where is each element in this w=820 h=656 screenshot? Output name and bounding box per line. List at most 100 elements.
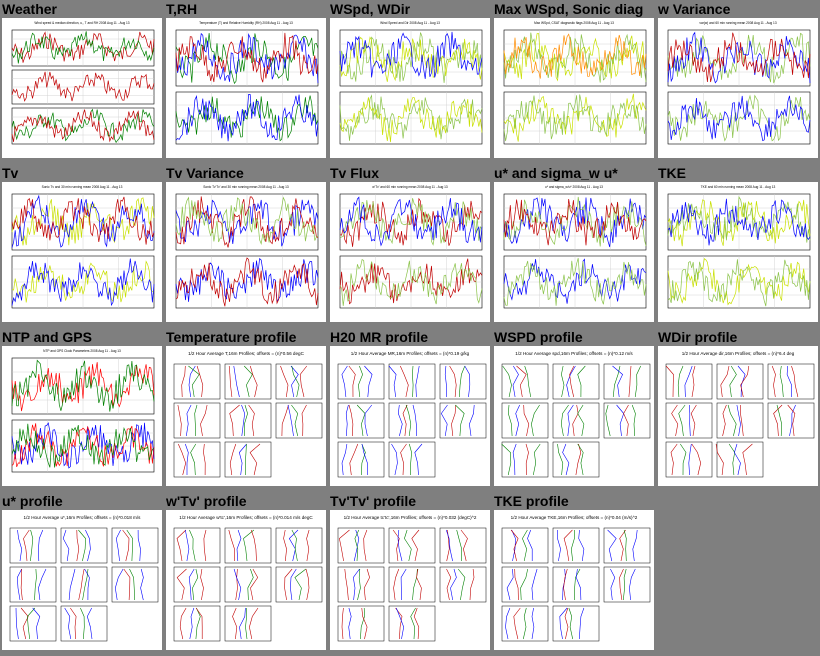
plot-subtitle: u* and sigma_w/u* 2008 Aug 11 - Aug 13 <box>545 185 603 189</box>
plot-image[interactable]: Temperature (T) and Relative Humidity (R… <box>166 18 326 158</box>
profile-panel <box>439 566 487 603</box>
profile-panel <box>501 605 549 642</box>
plot-title[interactable]: Tv'Tv' profile <box>330 493 417 509</box>
plot-thumbnail[interactable]: u* profile 1/2 Hour Average u*,16m Profil… <box>0 492 164 656</box>
plot-panel <box>503 91 647 145</box>
plot-title[interactable]: Tv Flux <box>330 165 380 181</box>
plot-image[interactable]: Wind speed & median direction, u,, T and… <box>2 18 162 158</box>
plot-image[interactable]: 1/2 Hour Average TKE,16m Profiles; offse… <box>494 510 654 650</box>
profile-panel <box>173 527 221 564</box>
plot-image[interactable]: Sonic Tv and 30 min running mean 2008 Au… <box>2 182 162 322</box>
plot-panel <box>503 29 647 87</box>
plot-title[interactable]: TKE <box>658 165 686 181</box>
plot-panel <box>175 255 319 309</box>
plot-image[interactable]: var(w) and 60 min running mean 2008 Aug … <box>658 18 818 158</box>
plot-subtitle: 1/2 Hour Average w'tc',16m Profiles; off… <box>179 515 313 520</box>
plot-panel <box>503 193 647 251</box>
plot-thumbnail[interactable]: Weather Wind speed & median direction, u,… <box>0 0 164 164</box>
profile-panel <box>337 441 385 478</box>
plot-thumbnail[interactable]: Tv Sonic Tv and 30 min running mean 2008 … <box>0 164 164 328</box>
plot-image[interactable]: w'Tv' and 60 min running mean 2008 Aug 1… <box>330 182 490 322</box>
plot-image[interactable]: u* and sigma_w/u* 2008 Aug 11 - Aug 13 <box>494 182 654 322</box>
profile-panel <box>173 363 221 400</box>
plot-image[interactable]: Max WSpd, CSAT diagnostic flags 2008 Aug… <box>494 18 654 158</box>
plot-title[interactable]: Max WSpd, Sonic diag <box>494 1 644 17</box>
plot-thumbnail[interactable]: WDir profile 1/2 Hour Average dir,16m Pro… <box>656 328 820 492</box>
profile-panel <box>603 363 651 400</box>
plot-image[interactable]: NTP and GPS Clock Parameters 2008 Aug 11… <box>2 346 162 486</box>
plot-image[interactable]: 1/2 Hour Average tc'tc',16m Profiles; of… <box>330 510 490 650</box>
plot-thumbnail[interactable]: T,RH Temperature (T) and Relative Humidit… <box>164 0 328 164</box>
plot-title[interactable]: u* and sigma_w u* <box>494 165 618 181</box>
plot-image[interactable]: 1/2 Hour Average u*,16m Profiles; offset… <box>2 510 162 650</box>
plot-panel <box>11 29 155 67</box>
profile-panel <box>337 402 385 439</box>
plot-thumbnail[interactable]: w'Tv' profile 1/2 Hour Average w'tc',16m … <box>164 492 328 656</box>
profile-panel <box>9 527 57 564</box>
plot-subtitle: Wind Speed and Dir 2008 Aug 11 - Aug 13 <box>380 21 440 25</box>
plot-title[interactable]: WSPD profile <box>494 329 583 345</box>
profile-panel <box>275 566 323 603</box>
plot-subtitle: w'Tv' and 60 min running mean 2008 Aug 1… <box>372 185 448 189</box>
plot-title[interactable]: Temperature profile <box>166 329 297 345</box>
plot-title[interactable]: Weather <box>2 1 57 17</box>
plot-thumbnail[interactable]: Max WSpd, Sonic diag Max WSpd, CSAT diagn… <box>492 0 656 164</box>
plot-title[interactable]: WSpd, WDir <box>330 1 411 17</box>
plot-subtitle: TKE and 60 min running mean 2008 Aug 11 … <box>701 185 776 189</box>
plot-thumbnail[interactable]: TKE profile 1/2 Hour Average TKE,16m Prof… <box>492 492 656 656</box>
plot-panel <box>667 91 811 145</box>
profile-panel <box>60 605 108 642</box>
profile-panel <box>173 441 221 478</box>
plot-image[interactable]: TKE and 60 min running mean 2008 Aug 11 … <box>658 182 818 322</box>
profile-panel <box>60 527 108 564</box>
plot-thumbnail[interactable]: H20 MR profile 1/2 Hour Average MR,16m Pr… <box>328 328 492 492</box>
plot-panel <box>667 193 811 251</box>
plot-panel <box>339 255 483 309</box>
plot-subtitle: 1/2 Hour Average tc'tc',16m Profiles; of… <box>344 515 477 520</box>
plot-thumbnail[interactable]: Tv'Tv' profile 1/2 Hour Average tc'tc',16… <box>328 492 492 656</box>
plot-title[interactable]: Tv <box>2 165 19 181</box>
plot-thumbnail[interactable]: u* and sigma_w u* u* and sigma_w/u* 2008 … <box>492 164 656 328</box>
plot-subtitle: 1/2 Hour Average T,16m Profiles; offsets… <box>188 351 304 356</box>
profile-panel <box>603 527 651 564</box>
plot-title[interactable]: w'Tv' profile <box>166 493 247 509</box>
plot-title[interactable]: WDir profile <box>658 329 738 345</box>
profile-panel <box>439 527 487 564</box>
plot-title[interactable]: T,RH <box>166 1 198 17</box>
plot-image[interactable]: 1/2 Hour Average spd,16m Profiles; offse… <box>494 346 654 486</box>
profile-panel <box>767 402 815 439</box>
plot-panel <box>175 29 319 87</box>
plot-title[interactable]: Tv Variance <box>166 165 244 181</box>
profile-panel <box>224 402 272 439</box>
plot-image[interactable]: 1/2 Hour Average dir,16m Profiles; offse… <box>658 346 818 486</box>
profile-panel <box>275 527 323 564</box>
profile-panel <box>9 605 57 642</box>
plot-image[interactable]: 1/2 Hour Average T,16m Profiles; offsets… <box>166 346 326 486</box>
plot-title[interactable]: NTP and GPS <box>2 329 92 345</box>
profile-panel <box>388 441 436 478</box>
plot-image[interactable]: Wind Speed and Dir 2008 Aug 11 - Aug 13 <box>330 18 490 158</box>
profile-panel <box>9 566 57 603</box>
plot-thumbnail[interactable]: WSPD profile 1/2 Hour Average spd,16m Pro… <box>492 328 656 492</box>
plot-subtitle: Wind speed & median direction, u,, T and… <box>34 21 129 25</box>
plot-thumbnail[interactable]: NTP and GPS NTP and GPS Clock Parameters … <box>0 328 164 492</box>
plot-thumbnail[interactable]: TKE TKE and 60 min running mean 2008 Aug … <box>656 164 820 328</box>
plot-thumbnail[interactable]: WSpd, WDir Wind Speed and Dir 2008 Aug 11… <box>328 0 492 164</box>
plot-title[interactable]: u* profile <box>2 493 63 509</box>
profile-panel <box>337 363 385 400</box>
plot-image[interactable]: 1/2 Hour Average MR,16m Profiles; offset… <box>330 346 490 486</box>
plot-thumbnail[interactable]: Tv Variance Sonic Tv'Tv' and 30 min runni… <box>164 164 328 328</box>
plot-subtitle: Max WSpd, CSAT diagnostic flags 2008 Aug… <box>534 21 614 25</box>
plot-thumbnail[interactable]: Temperature profile 1/2 Hour Average T,16… <box>164 328 328 492</box>
profile-panel <box>111 566 159 603</box>
profile-panel <box>767 363 815 400</box>
plot-thumbnail[interactable]: Tv Flux w'Tv' and 60 min running mean 200… <box>328 164 492 328</box>
profile-panel <box>552 402 600 439</box>
plot-title[interactable]: H20 MR profile <box>330 329 429 345</box>
plot-thumbnail[interactable]: w Variance var(w) and 60 min running mean… <box>656 0 820 164</box>
plot-image[interactable]: Sonic Tv'Tv' and 30 min running mean 200… <box>166 182 326 322</box>
plot-title[interactable]: w Variance <box>658 1 731 17</box>
plot-image[interactable]: 1/2 Hour Average w'tc',16m Profiles; off… <box>166 510 326 650</box>
profile-panel <box>224 566 272 603</box>
plot-title[interactable]: TKE profile <box>494 493 569 509</box>
